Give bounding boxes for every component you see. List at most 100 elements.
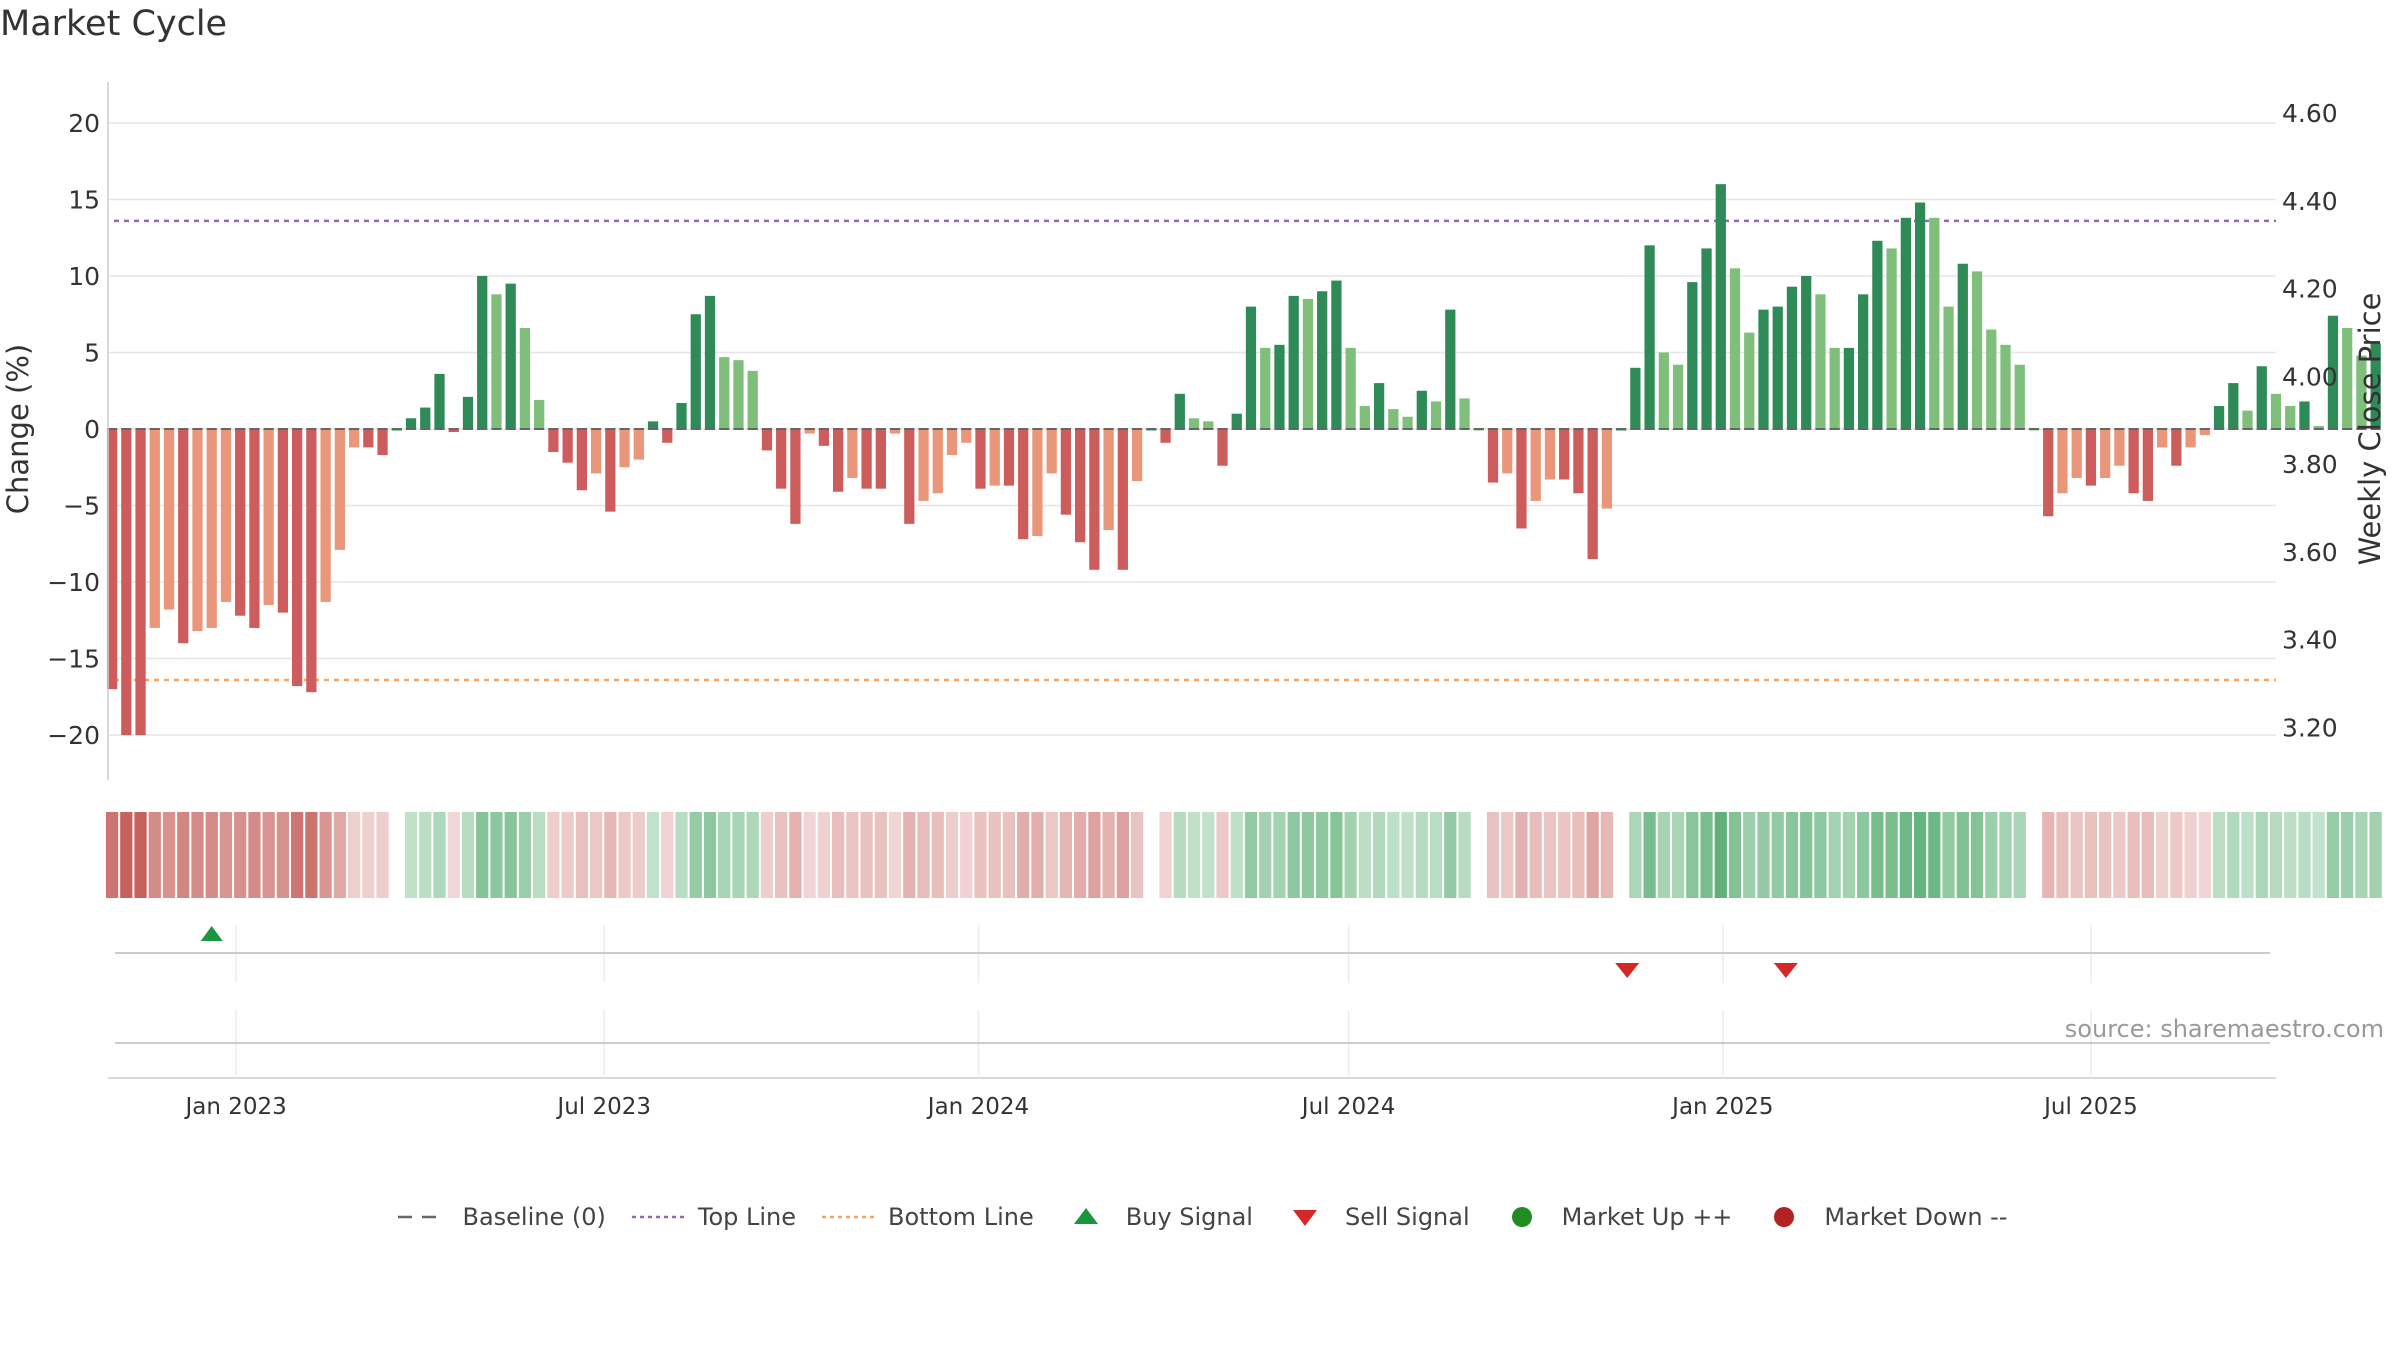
heat-cell <box>1501 812 1514 898</box>
legend-item-market-up: Market Up ++ <box>1492 1203 1732 1231</box>
legend-item-sell-signal: Sell Signal <box>1275 1203 1470 1231</box>
heat-cell <box>903 812 916 898</box>
heat-cell <box>347 812 361 898</box>
heat-cell <box>276 812 290 898</box>
heat-cell <box>1344 812 1357 898</box>
bar <box>292 429 303 687</box>
bar <box>235 429 246 616</box>
bar <box>1715 184 1726 429</box>
bar <box>277 429 289 613</box>
bar <box>263 429 274 605</box>
bar <box>1559 429 1570 480</box>
bar <box>2156 429 2168 448</box>
sell-signal-marker <box>1773 963 1798 978</box>
legend-label-baseline: Baseline (0) <box>462 1203 606 1231</box>
heat-cell <box>2170 812 2183 898</box>
bar <box>1089 429 1100 570</box>
heat-cell <box>1472 812 1485 898</box>
heat-cell <box>575 812 588 898</box>
heat-cell <box>162 812 176 898</box>
bar <box>1914 202 1926 429</box>
heat-cell <box>219 812 233 898</box>
heat-cell <box>917 812 930 898</box>
heat-cell <box>1429 812 1443 898</box>
bar <box>1260 347 1271 429</box>
heat-cell <box>988 812 1001 898</box>
bar <box>220 429 232 602</box>
legend-label-bottom-line: Bottom Line <box>888 1203 1034 1231</box>
heat-cell <box>1757 812 1770 898</box>
heat-cell <box>1401 812 1414 898</box>
heat-cell <box>1444 812 1457 898</box>
heat-cell <box>1970 812 1984 898</box>
bar <box>448 429 459 433</box>
bar <box>647 421 659 429</box>
heat-cell <box>2127 812 2140 898</box>
bar <box>776 429 787 489</box>
bar <box>761 429 773 451</box>
heat-cell <box>2298 812 2311 898</box>
heat-cell <box>1586 812 1599 898</box>
heat-cell <box>1244 812 1258 898</box>
bar <box>2014 364 2025 429</box>
bar <box>1131 429 1143 482</box>
y-right-tick-label: 3.20 <box>2282 713 2338 742</box>
heat-cell <box>960 812 973 898</box>
y-tick-label: −15 <box>47 645 100 674</box>
bar <box>719 357 730 429</box>
heat-cell <box>931 812 944 898</box>
heat-cell <box>803 812 816 898</box>
heat-cell <box>1358 812 1371 898</box>
bar <box>348 429 360 448</box>
bar <box>1829 347 1840 429</box>
heat-cell <box>1273 812 1286 898</box>
bar <box>2213 406 2225 429</box>
heat-cell <box>1230 812 1243 898</box>
legend-label-top-line: Top Line <box>697 1203 797 1231</box>
bar <box>690 314 701 429</box>
heat-cell <box>2212 812 2226 898</box>
heat-cell <box>718 812 731 898</box>
bar <box>918 429 929 501</box>
bar <box>1203 421 1214 429</box>
bar <box>434 373 445 429</box>
bar <box>2270 393 2282 429</box>
heat-cell <box>1985 812 1998 898</box>
legend-label-market-down: Market Down -- <box>1824 1203 2008 1231</box>
heat-cell <box>447 812 460 898</box>
bar <box>1046 429 1057 474</box>
heat-cell <box>1543 812 1557 898</box>
y-right-tick-label: 3.80 <box>2282 450 2338 479</box>
bar <box>2327 315 2339 429</box>
x-tick-label: Jan 2024 <box>926 1094 1029 1120</box>
bar <box>562 429 573 463</box>
heat-cell <box>2113 812 2126 898</box>
heat-cell <box>476 812 489 898</box>
heat-cell <box>945 812 959 898</box>
bar <box>1729 268 1741 429</box>
bar <box>1900 217 1911 429</box>
heat-cell <box>661 812 674 898</box>
bar <box>2356 355 2367 429</box>
bar <box>1843 347 1855 429</box>
x-tick-label: Jul 2024 <box>1300 1094 1396 1120</box>
bar <box>1402 416 1413 429</box>
heat-cell <box>1800 812 1813 898</box>
y-right-tick-label: 3.40 <box>2282 626 2338 655</box>
heat-cell <box>1999 812 2012 898</box>
bar <box>1459 398 1470 429</box>
bar <box>662 429 673 443</box>
bar <box>1345 347 1356 429</box>
bar <box>2114 429 2125 466</box>
bar <box>1231 413 1242 429</box>
bar <box>306 429 317 693</box>
bar <box>1359 406 1370 429</box>
bar <box>1245 306 1257 429</box>
bar <box>519 328 531 429</box>
bar <box>1103 429 1114 530</box>
heat-cell <box>1942 812 1955 898</box>
bar <box>1274 344 1285 429</box>
sell-signal-marker <box>1615 963 1640 978</box>
bar <box>2100 429 2111 478</box>
